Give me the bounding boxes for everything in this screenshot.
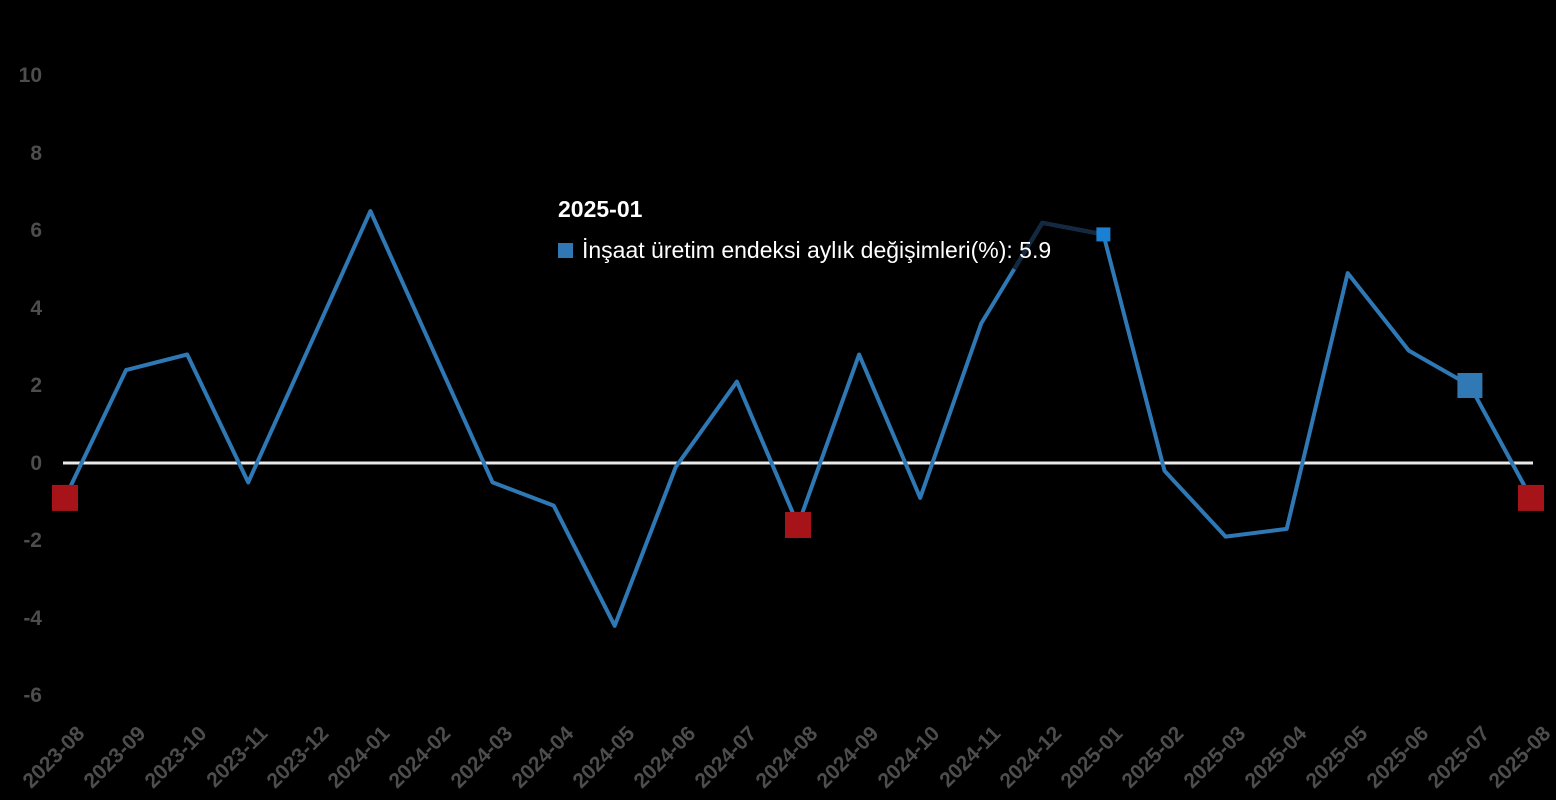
- tooltip-series-row: İnşaat üretim endeksi aylık değişimleri(…: [558, 237, 1051, 264]
- marker-2025-07[interactable]: [1457, 373, 1483, 398]
- tooltip-series-text: İnşaat üretim endeksi aylık değişimleri(…: [582, 237, 1052, 263]
- y-axis-label--2: -2: [23, 529, 42, 552]
- marker-2025-08[interactable]: [1518, 484, 1544, 511]
- y-axis-label-4: 4: [30, 297, 42, 320]
- y-axis-label-2: 2: [30, 374, 42, 397]
- series-legend-swatch-icon: [558, 243, 573, 258]
- marker-2023-08[interactable]: [52, 484, 78, 511]
- y-axis-label-0: 0: [30, 452, 42, 475]
- y-axis-label-6: 6: [30, 219, 42, 242]
- series-line-dimmed-under-tooltip: [1012, 220, 1104, 271]
- y-axis-label--4: -4: [23, 607, 42, 630]
- marker-2024-08[interactable]: [785, 512, 811, 538]
- tooltip-header: 2025-01: [558, 196, 643, 222]
- marker-2025-01[interactable]: [1096, 227, 1111, 242]
- y-axis-label--6: -6: [23, 684, 42, 707]
- y-axis-label-8: 8: [30, 142, 42, 165]
- tooltip: 2025-01 İnşaat üretim endeksi aylık deği…: [558, 196, 1051, 264]
- series-line[interactable]: [63, 209, 1533, 628]
- y-axis-label-10: 10: [18, 64, 42, 87]
